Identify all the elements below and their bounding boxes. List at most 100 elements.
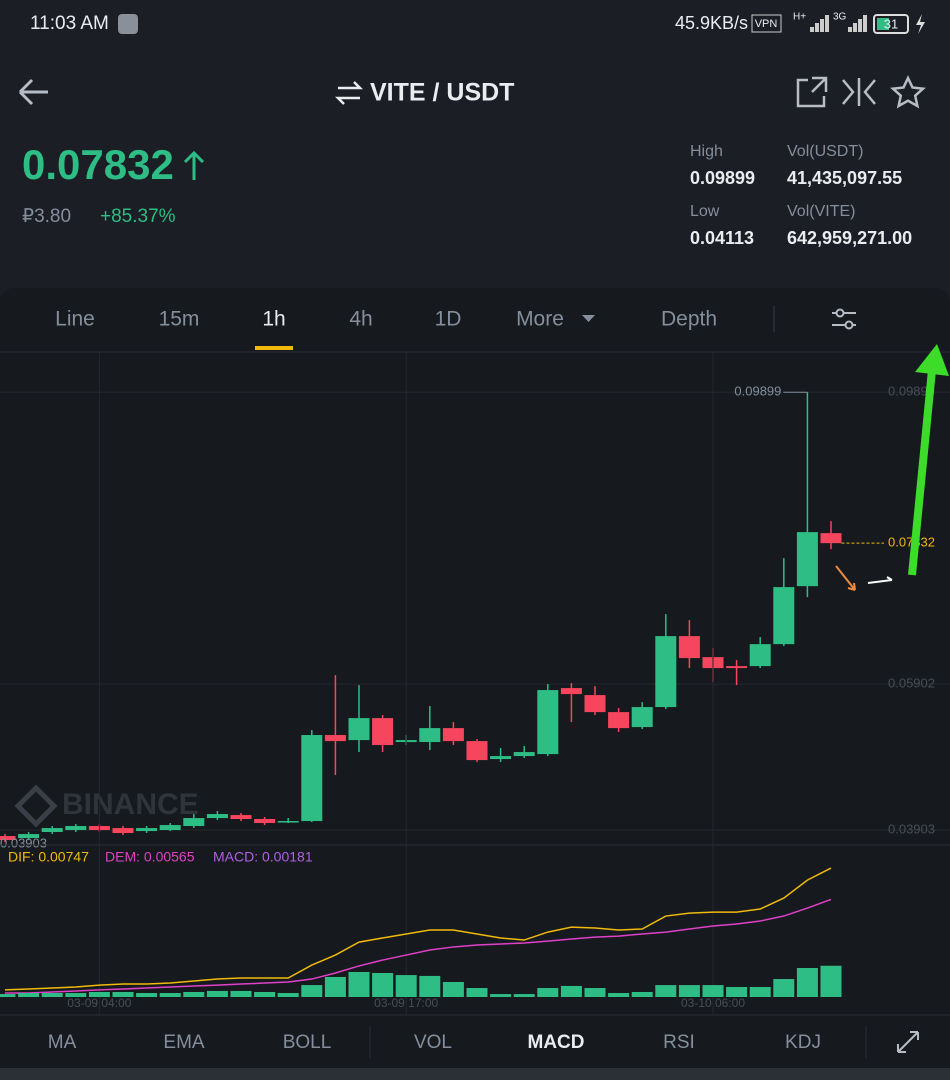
candle-body (0, 836, 16, 841)
stat-label: Vol(USDT) (787, 143, 863, 160)
indicator-tab[interactable]: MA (48, 1032, 77, 1053)
settings-icon[interactable] (835, 308, 845, 318)
candle-body (277, 821, 299, 823)
active-underline (255, 346, 293, 350)
candle-body (65, 826, 87, 831)
candle-body (537, 690, 559, 755)
candle-body (206, 814, 228, 819)
interval-tab[interactable]: Line (55, 308, 95, 331)
macd-bar (466, 988, 488, 997)
back-button[interactable] (18, 78, 48, 106)
status-network: 3G (833, 12, 847, 23)
candle-body (513, 752, 535, 757)
macd-bar (702, 985, 724, 997)
candle-body (372, 718, 394, 746)
x-tick-label: 03-09 17:00 (374, 996, 438, 1010)
interval-tab[interactable]: Depth (661, 308, 717, 331)
macd-bar (419, 975, 441, 997)
fiat-price: ₽3.80 (22, 206, 71, 227)
interval-tabs: Line 15m 1h 4h 1D More Depth (55, 308, 717, 350)
candle-body (136, 828, 158, 832)
candle-body (608, 712, 630, 729)
macd-bar (560, 985, 582, 997)
vpn-box (751, 14, 782, 33)
candle-body (631, 707, 653, 728)
indicator-tab[interactable]: RSI (663, 1032, 695, 1053)
macd-bar (537, 988, 559, 997)
watermark-logo (14, 784, 58, 828)
macd-bar (254, 991, 276, 997)
candle-body (18, 834, 40, 839)
indicator-tab[interactable]: VOL (414, 1032, 452, 1053)
candle-body (773, 587, 795, 645)
macd-bar (206, 990, 228, 997)
stat-value: 642,959,271.00 (787, 228, 912, 248)
charging-icon (916, 14, 925, 34)
macd-line (5, 898, 832, 994)
macd-bar (796, 968, 818, 997)
watermark: BINANCE (62, 788, 199, 821)
x-tick-label: 03-09 04:00 (67, 996, 131, 1010)
macd-bar (301, 985, 323, 997)
swap-icon[interactable] (334, 81, 364, 105)
candle-body (560, 688, 582, 695)
stat-value: 0.04113 (690, 228, 754, 248)
share-icon[interactable] (796, 76, 828, 108)
pair-title: VITE / USDT (370, 79, 514, 107)
status-network: H+ (793, 12, 806, 23)
status-vpn: VPN (755, 18, 778, 30)
interval-tab[interactable]: 1h (262, 308, 285, 331)
signal-icon (810, 15, 829, 32)
stat-value: 41,435,097.55 (787, 168, 902, 188)
candle-body (490, 756, 512, 760)
candle-body (678, 636, 700, 659)
macd-bar (726, 986, 748, 997)
interval-tab[interactable]: 1D (435, 308, 462, 331)
candle-body (820, 533, 842, 544)
y-tick-label: 0.05902 (888, 676, 935, 691)
candle-body (584, 695, 606, 713)
macd-bar (65, 993, 87, 997)
candle-body (159, 825, 181, 831)
macd-bar (88, 991, 110, 997)
x-tick-label: 03-10 06:00 (681, 996, 745, 1010)
price-change: +85.37% (100, 206, 176, 227)
macd-bar (348, 971, 370, 997)
status-time: 11:03 AM (30, 13, 109, 34)
macd-bar (0, 994, 16, 997)
compare-icon[interactable] (842, 78, 876, 106)
macd-bar (395, 975, 417, 997)
candle-body (112, 828, 134, 834)
candle-body (324, 735, 346, 742)
candle-body (796, 532, 818, 587)
fullscreen-icon[interactable] (897, 1031, 919, 1053)
candle-body (442, 728, 464, 742)
battery-icon (873, 14, 909, 34)
macd-bar (820, 965, 842, 997)
macd-bar (608, 993, 630, 997)
interval-tab[interactable]: 15m (159, 308, 200, 331)
drawn-arrow (915, 344, 949, 376)
macd-bar (490, 994, 512, 997)
macd-bar (183, 991, 205, 997)
candle-body (348, 718, 370, 741)
candle-body (230, 815, 252, 820)
indicator-tab[interactable]: EMA (163, 1032, 205, 1053)
macd-bar (159, 993, 181, 997)
candle-body (749, 644, 771, 667)
indicator-tab[interactable]: MACD (528, 1032, 585, 1053)
low-label: 0.03903 (0, 835, 47, 850)
favorite-icon[interactable] (890, 75, 926, 109)
candle-body (419, 728, 441, 743)
interval-tab[interactable]: More (516, 308, 564, 331)
interval-tab[interactable]: 4h (349, 308, 372, 331)
macd-line (4, 867, 832, 991)
legend-entry: DIF: 0.00747 (8, 849, 89, 865)
indicator-tab[interactable]: KDJ (785, 1032, 821, 1053)
indicator-tab[interactable]: BOLL (283, 1032, 332, 1053)
settings-icon[interactable] (844, 320, 854, 330)
candle-body (183, 818, 205, 827)
candle-body (655, 636, 677, 708)
